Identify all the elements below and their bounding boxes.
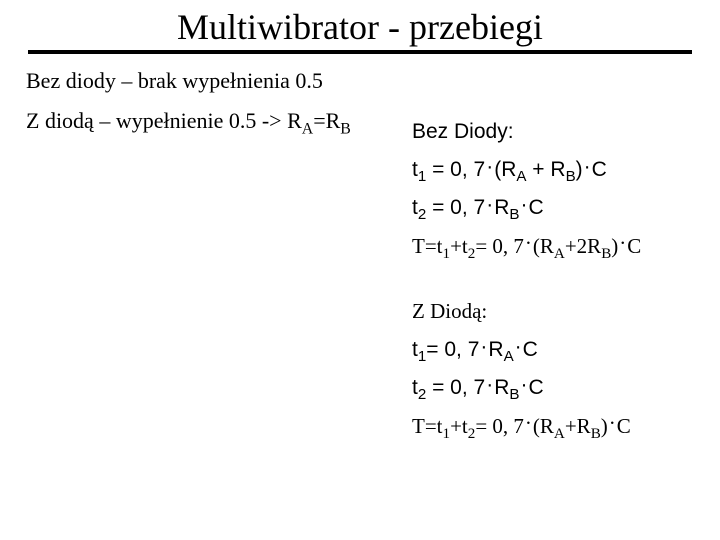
s: 1 bbox=[418, 348, 426, 365]
s: A bbox=[504, 348, 514, 365]
t: C bbox=[528, 376, 543, 399]
t: +R bbox=[565, 414, 591, 438]
t: R bbox=[494, 196, 509, 219]
sub: A bbox=[302, 120, 313, 137]
s: A bbox=[554, 426, 565, 442]
dot-icon: · bbox=[479, 335, 488, 358]
dot-icon: · bbox=[608, 411, 617, 435]
text: Z diodą – wypełnienie 0.5 -> R bbox=[26, 108, 302, 133]
s: B bbox=[591, 426, 601, 442]
t: = 0, 7 bbox=[426, 376, 485, 399]
dot-icon: · bbox=[618, 231, 627, 255]
t: = 0, 7 bbox=[426, 338, 479, 361]
equations-column: Bez Diody: t1 = 0, 7·(RA + RB)·C t2 = 0,… bbox=[412, 120, 712, 453]
dot-icon: · bbox=[485, 373, 494, 396]
section-heading-no-diode: Bez Diody: bbox=[412, 120, 712, 144]
slide-title: Multiwibrator - przebiegi bbox=[177, 6, 543, 48]
t: (R bbox=[533, 414, 554, 438]
s: 1 bbox=[418, 168, 426, 185]
dot-icon: · bbox=[485, 193, 494, 216]
s: A bbox=[554, 246, 565, 262]
note-no-diode: Bez diody – brak wypełnienia 0.5 bbox=[26, 68, 694, 94]
sub: B bbox=[340, 120, 351, 137]
t: C bbox=[627, 234, 641, 258]
eq-t1-no-diode: t1 = 0, 7·(RA + RB)·C bbox=[412, 158, 712, 182]
slide: Multiwibrator - przebiegi Bez diody – br… bbox=[0, 0, 720, 540]
t: (R bbox=[494, 158, 516, 181]
eq-T-with-diode: T=t1+t2= 0, 7·(RA+RB)·C bbox=[412, 414, 712, 439]
t: (R bbox=[533, 234, 554, 258]
t: +2R bbox=[565, 234, 601, 258]
t: C bbox=[617, 414, 631, 438]
section-heading-with-diode: Z Diodą: bbox=[412, 299, 712, 324]
t: R bbox=[488, 338, 503, 361]
s: 2 bbox=[418, 386, 426, 403]
dot-icon: · bbox=[583, 155, 592, 178]
eq-t1-with-diode: t1= 0, 7·RA·C bbox=[412, 338, 712, 362]
s: A bbox=[516, 168, 526, 185]
s: 1 bbox=[443, 246, 451, 262]
dot-icon: · bbox=[514, 335, 523, 358]
eq-t2-no-diode: t2 = 0, 7·RB·C bbox=[412, 196, 712, 220]
t: ) bbox=[601, 414, 608, 438]
t: = 0, 7 bbox=[426, 196, 485, 219]
t: + R bbox=[526, 158, 565, 181]
dot-icon: · bbox=[519, 373, 528, 396]
s: B bbox=[509, 386, 519, 403]
t: = 0, 7 bbox=[426, 158, 485, 181]
dot-icon: · bbox=[519, 193, 528, 216]
t: C bbox=[523, 338, 538, 361]
title-block: Multiwibrator - przebiegi bbox=[0, 0, 720, 54]
s: B bbox=[601, 246, 611, 262]
t: T=t bbox=[412, 234, 443, 258]
eq-t2-with-diode: t2 = 0, 7·RB·C bbox=[412, 376, 712, 400]
s: B bbox=[566, 168, 576, 185]
dot-icon: · bbox=[524, 411, 533, 435]
spacer bbox=[412, 273, 712, 299]
s: 2 bbox=[418, 206, 426, 223]
dot-icon: · bbox=[524, 231, 533, 255]
dot-icon: · bbox=[485, 155, 494, 178]
t: = 0, 7 bbox=[475, 234, 524, 258]
text: =R bbox=[313, 108, 340, 133]
t: = 0, 7 bbox=[475, 414, 524, 438]
s: 1 bbox=[443, 426, 451, 442]
eq-T-no-diode: T=t1+t2= 0, 7·(RA+2RB)·C bbox=[412, 234, 712, 259]
t: R bbox=[494, 376, 509, 399]
t: +t bbox=[450, 234, 468, 258]
t: T=t bbox=[412, 414, 443, 438]
s: B bbox=[509, 206, 519, 223]
t: C bbox=[592, 158, 607, 181]
t: ) bbox=[576, 158, 583, 181]
t: +t bbox=[450, 414, 468, 438]
t: C bbox=[528, 196, 543, 219]
